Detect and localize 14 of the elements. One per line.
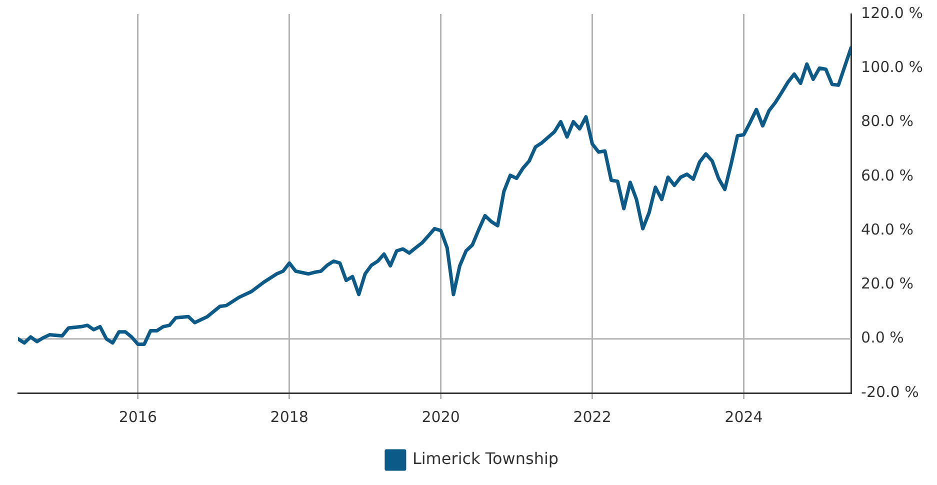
legend-label: Limerick Township — [412, 449, 559, 468]
y-tick-label: 120.0 % — [861, 4, 924, 22]
y-tick-label: 40.0 % — [861, 220, 914, 238]
y-tick-label: 100.0 % — [861, 58, 924, 76]
y-tick-label: -20.0 % — [861, 382, 919, 401]
x-tick-label: 2024 — [724, 408, 763, 426]
y-tick-label: 0.0 % — [861, 328, 904, 347]
x-tick-label: 2016 — [118, 408, 157, 426]
x-tick-label: 2020 — [422, 408, 460, 426]
y-tick-label: 80.0 % — [861, 112, 914, 130]
y-tick-label: 60.0 % — [861, 166, 914, 184]
y-tick-label: 20.0 % — [861, 274, 914, 293]
x-tick-label: 2022 — [573, 408, 612, 426]
x-tick-label: 2018 — [270, 408, 308, 426]
